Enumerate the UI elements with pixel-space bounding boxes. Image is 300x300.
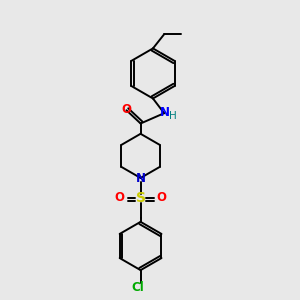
- Text: O: O: [114, 191, 124, 205]
- Text: O: O: [157, 191, 167, 205]
- Text: N: N: [136, 172, 146, 185]
- Text: H: H: [169, 110, 177, 121]
- Text: O: O: [121, 103, 131, 116]
- Text: N: N: [160, 106, 170, 119]
- Text: Cl: Cl: [131, 281, 144, 294]
- Text: S: S: [136, 191, 146, 205]
